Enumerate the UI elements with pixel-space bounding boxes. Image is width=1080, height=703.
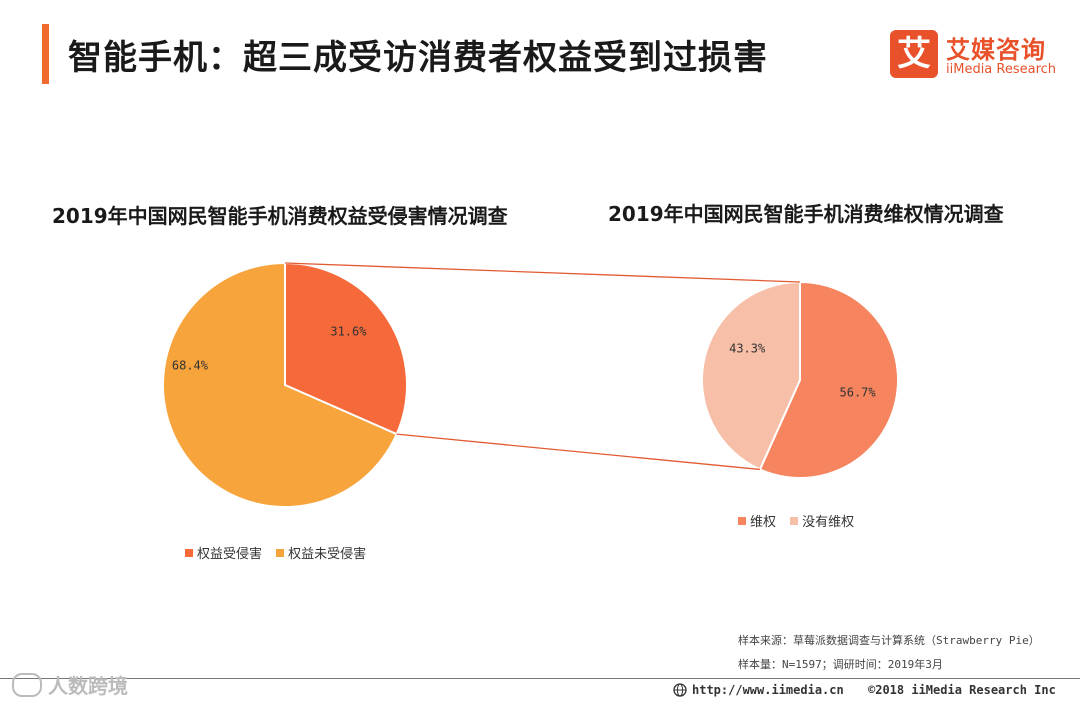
- legend-label-defended: 维权: [750, 515, 777, 530]
- data-label-not-defended: 43.3%: [729, 342, 766, 356]
- data-label-harmed: 31.6%: [330, 325, 367, 339]
- legend-swatch-defended: [738, 517, 746, 525]
- chart-title-infringement: 2019年中国网民智能手机消费权益受侵害情况调查: [52, 204, 508, 228]
- iimedia-logo: 艾 艾媒咨询 iiMedia Research: [890, 30, 1075, 80]
- legend-rights-defense: 维权 没有维权: [738, 511, 864, 530]
- footer-copyright: ©2018 iiMedia Research Inc: [868, 683, 1056, 697]
- legend-item-harmed: 权益受侵害: [185, 543, 262, 562]
- logo-en-text: iiMedia Research: [946, 62, 1057, 77]
- footer-url-link[interactable]: http://www.iimedia.cn: [692, 683, 844, 697]
- chart-title-rights-defense: 2019年中国网民智能手机消费维权情况调查: [608, 202, 1004, 226]
- legend-swatch-not-defended: [790, 517, 799, 525]
- legend-item-not-harmed: 权益未受侵害: [276, 543, 366, 562]
- legend-swatch-not-harmed: [276, 549, 285, 557]
- pie-slice-not-defended: [701, 280, 801, 471]
- legend-infringement: 权益受侵害 权益未受侵害: [185, 543, 376, 562]
- title-accent-bar: [42, 24, 49, 84]
- legend-label-not-harmed: 权益未受侵害: [288, 547, 367, 562]
- pie-slice-not-harmed: [162, 261, 398, 508]
- logo-mark: 艾: [890, 30, 938, 78]
- globe-icon: [673, 683, 687, 697]
- legend-swatch-harmed: [185, 549, 193, 557]
- data-label-not-harmed: 68.4%: [172, 358, 209, 372]
- data-label-defended: 56.7%: [840, 385, 877, 399]
- footer-divider: [0, 678, 1080, 679]
- pie-slice-harmed: [284, 261, 408, 436]
- legend-item-defended: 维权: [738, 511, 776, 530]
- sample-source: 样本来源：草莓派数据调查与计算系统（Strawberry Pie）: [738, 634, 1040, 647]
- watermark: 人数跨境: [12, 670, 128, 699]
- legend-item-not-defended: 没有维权: [790, 511, 854, 530]
- legend-label-not-defended: 没有维权: [802, 515, 855, 530]
- legend-label-harmed: 权益受侵害: [197, 547, 263, 562]
- connector-line-bottom: [396, 433, 761, 471]
- watermark-text: 人数跨境: [48, 674, 128, 698]
- sample-size: 样本量：N=1597；调研时间：2019年3月: [738, 658, 943, 671]
- page-title: 智能手机：超三成受访消费者权益受到过损害: [68, 38, 768, 78]
- pie-slice-defended: [758, 280, 899, 479]
- logo-cn-text: 艾媒咨询: [946, 36, 1046, 64]
- watermark-icon: [12, 673, 42, 697]
- connector-line-top: [284, 262, 801, 283]
